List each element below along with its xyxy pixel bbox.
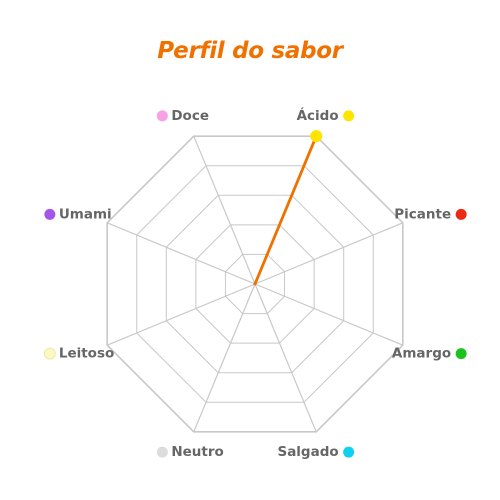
axis-dot-picante: [455, 208, 467, 220]
spoke-salgado: [254, 283, 317, 433]
axis-label-neutro: Neutro: [171, 444, 223, 460]
axis-label-amargo: Amargo: [392, 346, 451, 362]
axis-dot-doce: [156, 110, 168, 122]
axis-dot-umami: [44, 208, 56, 220]
axis-dot-amargo: [455, 348, 467, 360]
spoke-doce: [193, 135, 256, 285]
spoke-leitoso: [106, 283, 256, 346]
axis-label-acido: Ácido: [297, 107, 339, 124]
series-0-line: [253, 134, 318, 286]
axis-label-doce: Doce: [171, 108, 209, 124]
chart-title: Perfil do sabor: [157, 38, 343, 64]
data-point-acido: [310, 130, 323, 143]
axis-label-picante: Picante: [394, 206, 451, 222]
axis-dot-salgado: [343, 446, 355, 458]
axis-label-salgado: Salgado: [277, 444, 338, 460]
axis-dot-acido: [343, 110, 355, 122]
axis-label-umami: Umami: [59, 206, 112, 222]
spoke-picante: [254, 222, 404, 285]
spoke-neutro: [193, 283, 256, 433]
axis-dot-neutro: [156, 446, 168, 458]
axis-label-leitoso: Leitoso: [59, 346, 114, 362]
spoke-umami: [106, 222, 256, 285]
axis-dot-leitoso: [43, 347, 56, 360]
spoke-amargo: [254, 283, 404, 346]
